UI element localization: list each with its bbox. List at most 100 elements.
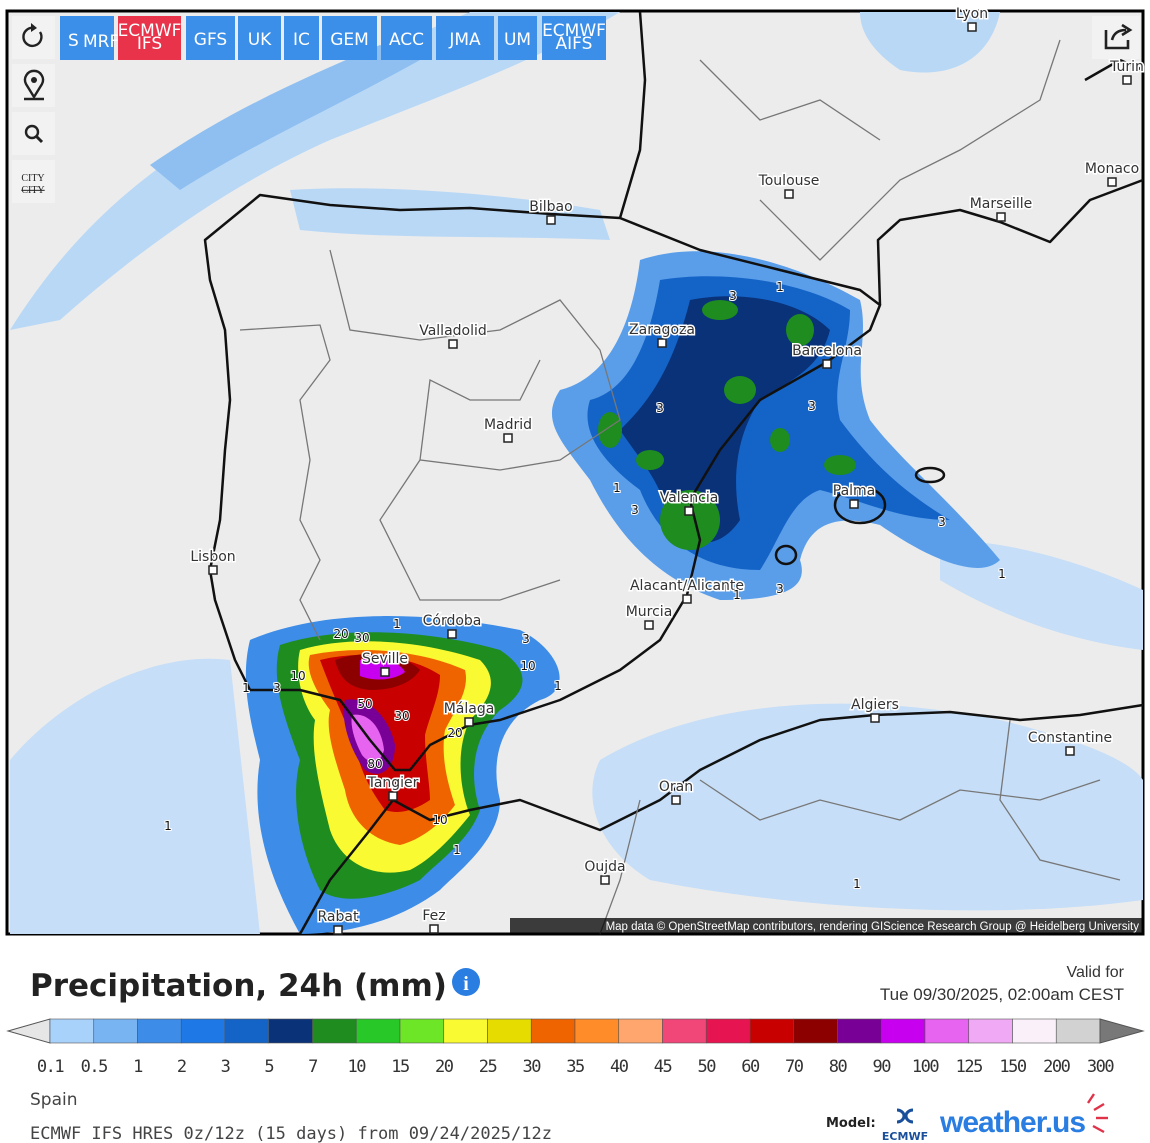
zoom-icon: [24, 124, 40, 140]
model-button[interactable]: [542, 16, 606, 60]
colorbar-cell: [749, 1018, 795, 1044]
contour-label: 1: [613, 481, 621, 495]
contour-label: 3: [938, 515, 946, 529]
tools: CITY CITY: [12, 16, 1140, 203]
model-button[interactable]: [186, 16, 235, 60]
contour-label: 20: [333, 627, 348, 641]
colorbar-tick-label: 125: [956, 1057, 982, 1077]
city-label: Turin: [1109, 59, 1144, 75]
city-label: Algiers: [851, 697, 899, 713]
city-toggle-label: CITY: [21, 185, 44, 196]
precip-area: [860, 12, 1000, 73]
city-label: Lisbon: [190, 549, 235, 565]
info-icon: i: [463, 973, 469, 995]
model-button[interactable]: [381, 16, 432, 60]
model-button[interactable]: [118, 16, 181, 60]
attribution: Map data © OpenStreetMap contributors, r…: [606, 921, 1140, 933]
attribution-bg: [510, 918, 1143, 934]
city-label: Murcia: [626, 604, 673, 620]
colorbar-cell: [224, 1018, 270, 1044]
brand-sun: [1087, 1093, 1108, 1134]
precip-area: [10, 658, 260, 934]
model-sub: MRF: [83, 32, 119, 52]
reload-button[interactable]: [12, 16, 55, 59]
city-marker: [1065, 746, 1075, 756]
city-layer: Lyon Turin Monaco Toulouse Marseille Bilbao Za…: [189, 5, 1145, 935]
zoom-button[interactable]: [12, 112, 55, 155]
colorbar-tick-label: 0.1: [37, 1057, 64, 1077]
contour-label: 3: [808, 399, 816, 413]
city-label: Barcelona: [792, 343, 862, 359]
model-button[interactable]: [238, 16, 281, 60]
contour-label: 30: [354, 631, 369, 645]
colorbar-cell: [924, 1018, 970, 1044]
city-marker: [503, 433, 513, 443]
city-marker: [671, 795, 681, 805]
model-label: Model:: [826, 1116, 876, 1131]
contour-label: 3: [776, 582, 784, 596]
colorbar-tick-label: 0.5: [81, 1057, 107, 1077]
city-marker: [657, 338, 667, 348]
share-icon: [1104, 23, 1133, 50]
city-marker: [447, 629, 457, 639]
region: Spain: [30, 1090, 78, 1110]
city-marker: [546, 215, 556, 225]
colorbar-under: [6, 1018, 51, 1044]
city-label: Valencia: [660, 490, 719, 506]
city-label: Rabat: [318, 909, 359, 925]
colorbar-tick-label: 10: [348, 1057, 367, 1077]
contour-label: 1: [776, 280, 784, 294]
valid-time: Tue 09/30/2025, 02:00am CEST: [880, 985, 1124, 1004]
model-button[interactable]: [322, 16, 377, 60]
contour-label: 80: [367, 757, 382, 771]
city-label: Valladolid: [419, 323, 487, 339]
model-button[interactable]: [436, 16, 494, 60]
model-label: UM: [504, 30, 531, 50]
reload-arrow: [31, 23, 37, 32]
colorbar-cell: [49, 1018, 95, 1044]
city-label: Bilbao: [529, 199, 572, 215]
contour-label: 1: [242, 681, 250, 695]
model-button[interactable]: [284, 16, 319, 60]
colorbar-cell: [793, 1018, 838, 1044]
colorbar-tick-label: 90: [873, 1057, 892, 1077]
city-label: Toulouse: [758, 173, 820, 189]
share-button[interactable]: [1092, 16, 1140, 59]
colorbar-tick-label: 200: [1043, 1057, 1070, 1077]
colorbar-cell: [355, 1018, 401, 1044]
city-label: Alacant/Alicante: [630, 578, 744, 594]
contour-label: 1: [453, 843, 461, 857]
contour-label: 10: [520, 659, 535, 673]
model-button[interactable]: [60, 16, 114, 60]
city-marker: [849, 499, 859, 509]
city-marker: [967, 22, 977, 32]
city-button[interactable]: [12, 160, 55, 203]
colorbar-tick-label: 25: [479, 1057, 497, 1077]
colorbar-tick-label: 5: [264, 1057, 273, 1077]
info-button[interactable]: [452, 968, 480, 996]
city-marker: [388, 791, 398, 801]
city-marker: [822, 359, 832, 369]
city-label: Marseille: [970, 196, 1033, 212]
model-sub: AIFS: [556, 34, 593, 54]
city-marker: [1107, 177, 1117, 187]
colorbar-tick-label: 70: [785, 1057, 804, 1077]
city-label: Zaragoza: [629, 322, 695, 338]
location-dot: [31, 77, 37, 83]
city-label: Palma: [833, 483, 876, 499]
city-label: Lyon: [956, 6, 988, 22]
city-marker: [996, 212, 1006, 222]
valid-label: Valid for: [1066, 964, 1124, 981]
city-marker: [784, 189, 794, 199]
coastline: [203, 11, 1144, 935]
city-marker: [684, 506, 694, 516]
colorbar-cell: [574, 1018, 620, 1044]
model-button[interactable]: [498, 16, 537, 60]
colorbar-tick-label: 80: [829, 1057, 848, 1077]
contour-label: 1: [853, 877, 861, 891]
city-marker: [429, 924, 439, 934]
model-label: ECMWF: [118, 21, 182, 41]
colorbar-tick-label: 45: [654, 1057, 672, 1077]
